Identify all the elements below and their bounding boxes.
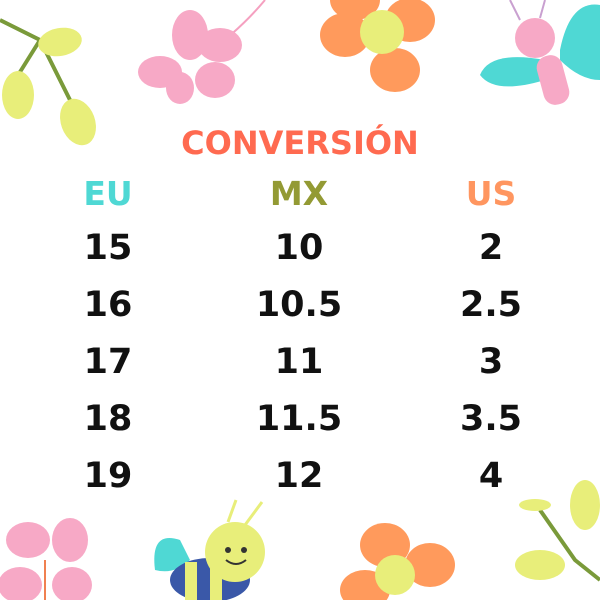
orange-flower-icon: [320, 0, 435, 92]
cell-mx: 11.5: [255, 399, 343, 439]
cell-us: 4: [478, 456, 504, 496]
cell-mx: 10: [274, 228, 324, 268]
cell-mx: 11: [274, 342, 324, 382]
header-us: US: [465, 174, 517, 213]
cell-us: 2.5: [459, 285, 522, 325]
cell-eu: 17: [83, 342, 133, 382]
cell-mx: 10.5: [255, 285, 343, 325]
cell-eu: 19: [83, 456, 133, 496]
cell-eu: 18: [83, 399, 133, 439]
pink-flower-icon: [138, 0, 266, 104]
leaf-branch-icon: [515, 480, 600, 582]
butterfly-icon: [480, 0, 600, 105]
page-title: CONVERSIÓN: [181, 124, 419, 162]
cell-us: 3.5: [459, 399, 522, 439]
cell-us: 3: [478, 342, 504, 382]
cell-eu: 15: [83, 228, 133, 268]
pink-flower-icon: [0, 518, 92, 600]
bee-icon: [154, 499, 265, 600]
leaf-branch-icon: [0, 18, 96, 146]
header-eu: EU: [83, 174, 133, 213]
cell-eu: 16: [83, 285, 133, 325]
header-mx: MX: [269, 174, 329, 213]
cell-us: 2: [478, 228, 504, 268]
orange-flower-icon: [340, 523, 455, 600]
cell-mx: 12: [274, 456, 324, 496]
